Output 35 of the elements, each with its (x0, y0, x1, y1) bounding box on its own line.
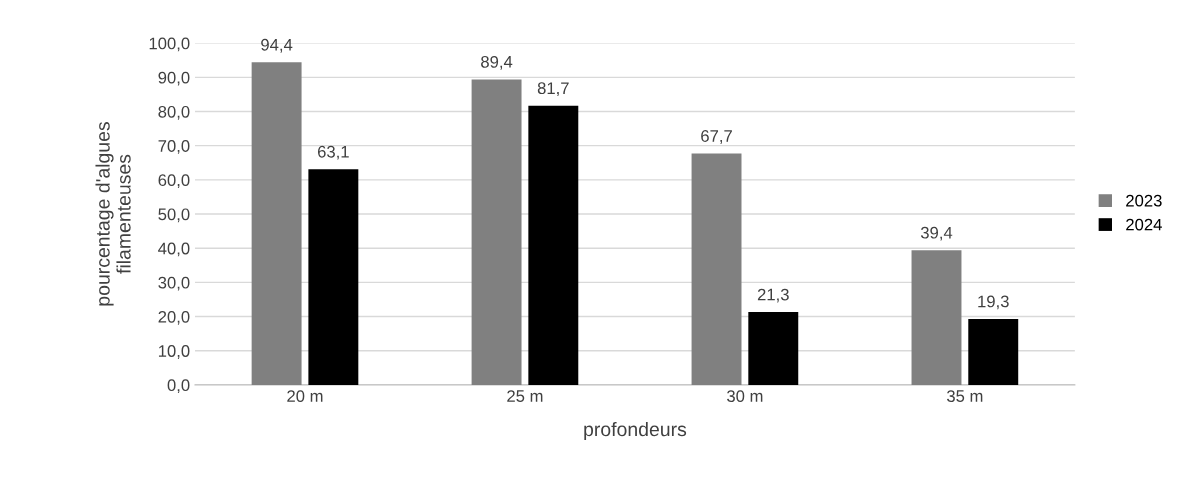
y-axis-title: pourcentage d'algues filamenteuses (95, 122, 131, 306)
data-label: 94,4 (261, 38, 293, 53)
legend-label: 2024 (1126, 218, 1162, 231)
x-tick-label: 20 m (287, 390, 323, 402)
y-tick-label: 50,0 (158, 208, 190, 223)
y-tick-label: 100,0 (149, 37, 190, 52)
y-tick-label: 80,0 (158, 105, 190, 120)
legend-label: 2023 (1126, 194, 1162, 207)
bar (748, 312, 799, 385)
data-label: 89,4 (481, 55, 513, 70)
bar (308, 169, 359, 385)
y-tick-label: 90,0 (158, 71, 190, 86)
data-label: 21,3 (757, 288, 789, 303)
bar (691, 153, 742, 385)
y-tick-label: 70,0 (158, 140, 190, 154)
bar (528, 105, 579, 385)
x-tick-label: 30 m (727, 390, 763, 402)
x-tick-label: 25 m (507, 390, 543, 402)
data-label: 39,4 (920, 226, 953, 241)
bar (968, 318, 1019, 385)
y-tick-label: 30,0 (158, 276, 190, 291)
y-tick-label: 0,0 (167, 379, 190, 394)
y-tick-label: 40,0 (158, 242, 190, 257)
bar (911, 250, 962, 385)
x-axis-title: profondeurs (584, 421, 687, 441)
y-tick-label: 60,0 (158, 174, 190, 189)
x-tick-label: 35 m (946, 390, 983, 402)
y-tick-label: 10,0 (158, 345, 190, 359)
data-label: 67,7 (701, 130, 732, 144)
y-tick-label: 20,0 (158, 310, 190, 325)
data-label: 19,3 (978, 295, 1009, 310)
data-label: 63,1 (317, 145, 349, 160)
data-label: 81,7 (537, 82, 569, 97)
bar (251, 62, 302, 385)
bar (471, 79, 522, 385)
